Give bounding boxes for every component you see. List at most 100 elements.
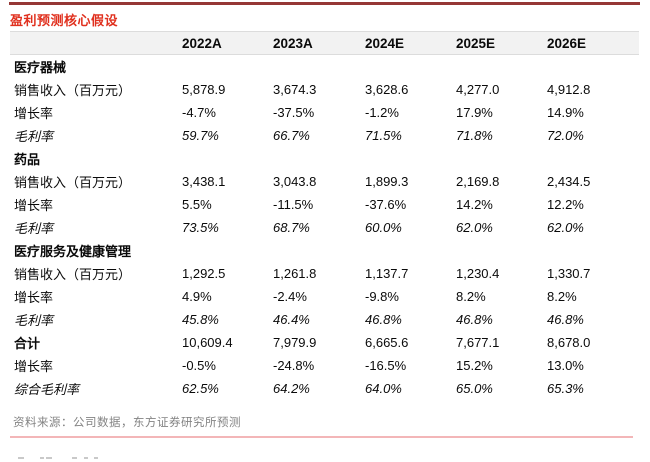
- cell-value: 46.4%: [273, 312, 310, 327]
- cell-value: -4.7%: [182, 105, 216, 120]
- cell-value: -9.8%: [365, 289, 399, 304]
- cutoff-next-line-fragment: [46, 457, 52, 459]
- table-row: 医疗服务及健康管理: [10, 239, 639, 262]
- table-row: 合计 10,609.4 7,979.9 6,665.6 7,677.1 8,678.0: [10, 331, 639, 354]
- cell-value: 4,912.8: [547, 82, 591, 97]
- table-row: 药品: [10, 147, 639, 170]
- table-header-row: 2022A 2023A 2024E 2025E 2026E: [10, 31, 639, 55]
- table-row: 销售收入（百万元） 3,438.1 3,043.8 1,899.3 2,169.8 2,4…: [10, 170, 639, 193]
- table-row: 增长率 -4.7% -37.5% -1.2% 17.9% 14.9%: [10, 101, 639, 124]
- cell-value: 60.0%: [365, 220, 402, 235]
- cell-value: 1,261.8: [273, 266, 317, 281]
- cell-value: -24.8%: [273, 358, 315, 373]
- cell-value: 73.5%: [182, 220, 219, 235]
- table-row: 综合毛利率 62.5% 64.2% 64.0% 65.0% 65.3%: [10, 377, 639, 400]
- cell-value: 68.7%: [273, 220, 310, 235]
- cell-value: 3,674.3: [273, 82, 317, 97]
- cell-value: 62.5%: [182, 381, 219, 396]
- column-header: 2022A: [182, 35, 222, 51]
- cutoff-next-line-fragment: [84, 457, 88, 459]
- cell-value: 64.2%: [273, 381, 310, 396]
- cell-value: -16.5%: [365, 358, 407, 373]
- bottom-divider-rule: [10, 436, 633, 438]
- row-label: 毛利率: [14, 313, 54, 328]
- row-label: 药品: [14, 152, 41, 167]
- cell-value: 72.0%: [547, 128, 584, 143]
- cell-value: 1,292.5: [182, 266, 226, 281]
- cell-value: -2.4%: [273, 289, 307, 304]
- cutoff-next-line-fragment: [72, 457, 77, 459]
- cell-value: 8.2%: [456, 289, 486, 304]
- source-note: 资料来源：公司数据，东方证券研究所预测: [13, 417, 241, 429]
- table-row: 毛利率 45.8% 46.4% 46.8% 46.8% 46.8%: [10, 308, 639, 331]
- cell-value: 7,979.9: [273, 335, 317, 350]
- cell-value: 66.7%: [273, 128, 310, 143]
- column-header: 2023A: [273, 35, 313, 51]
- table-row: 毛利率 59.7% 66.7% 71.5% 71.8% 72.0%: [10, 124, 639, 147]
- column-header: 2024E: [365, 35, 405, 51]
- cell-value: -11.5%: [273, 197, 314, 212]
- cutoff-next-line-fragment: [94, 457, 98, 459]
- cell-value: 12.2%: [547, 197, 584, 212]
- row-label: 医疗器械: [14, 60, 67, 75]
- table-row: 毛利率 73.5% 68.7% 60.0% 62.0% 62.0%: [10, 216, 639, 239]
- forecast-assumptions-table: 2022A 2023A 2024E 2025E 2026E 医疗器械销售收入（百万元） 5,…: [10, 31, 639, 400]
- table-row: 增长率 4.9% -2.4% -9.8% 8.2% 8.2%: [10, 285, 639, 308]
- cell-value: 71.8%: [456, 128, 493, 143]
- cell-value: 4.9%: [182, 289, 212, 304]
- cell-value: 62.0%: [456, 220, 493, 235]
- row-label: 增长率: [14, 290, 54, 305]
- cell-value: 1,230.4: [456, 266, 500, 281]
- cell-value: 5,878.9: [182, 82, 226, 97]
- table-row: 销售收入（百万元） 1,292.5 1,261.8 1,137.7 1,230.4 1,3…: [10, 262, 639, 285]
- cell-value: 13.0%: [547, 358, 584, 373]
- cell-value: 65.3%: [547, 381, 584, 396]
- cell-value: 5.5%: [182, 197, 212, 212]
- cell-value: 14.2%: [456, 197, 493, 212]
- cell-value: 2,169.8: [456, 174, 500, 189]
- cell-value: 46.8%: [547, 312, 584, 327]
- top-divider-rule: [9, 2, 640, 5]
- cell-value: 59.7%: [182, 128, 219, 143]
- cell-value: 3,438.1: [182, 174, 226, 189]
- cell-value: -37.5%: [273, 105, 315, 120]
- cell-value: 8,678.0: [547, 335, 591, 350]
- cell-value: 17.9%: [456, 105, 493, 120]
- column-header: 2026E: [547, 35, 587, 51]
- column-header: 2025E: [456, 35, 496, 51]
- cell-value: 64.0%: [365, 381, 402, 396]
- cell-value: 4,277.0: [456, 82, 500, 97]
- row-label: 销售收入（百万元）: [14, 175, 132, 190]
- cell-value: -0.5%: [182, 358, 216, 373]
- cell-value: 71.5%: [365, 128, 402, 143]
- cell-value: 6,665.6: [365, 335, 409, 350]
- row-label: 销售收入（百万元）: [14, 267, 132, 282]
- cutoff-next-line-fragment: [18, 457, 24, 459]
- row-label: 增长率: [14, 106, 54, 121]
- cell-value: 45.8%: [182, 312, 219, 327]
- row-label: 毛利率: [14, 221, 54, 236]
- row-label: 综合毛利率: [14, 382, 80, 397]
- cell-value: 65.0%: [456, 381, 493, 396]
- cell-value: 3,628.6: [365, 82, 409, 97]
- cell-value: 2,434.5: [547, 174, 591, 189]
- cell-value: 14.9%: [547, 105, 584, 120]
- row-label: 医疗服务及健康管理: [14, 244, 132, 259]
- row-label: 毛利率: [14, 129, 54, 144]
- cutoff-next-line-fragment: [40, 457, 44, 459]
- cell-value: 62.0%: [547, 220, 584, 235]
- cell-value: 46.8%: [365, 312, 402, 327]
- cell-value: 8.2%: [547, 289, 577, 304]
- cell-value: 10,609.4: [182, 335, 233, 350]
- row-label: 销售收入（百万元）: [14, 83, 132, 98]
- row-label: 增长率: [14, 198, 54, 213]
- cell-value: -1.2%: [365, 105, 399, 120]
- cell-value: -37.6%: [365, 197, 407, 212]
- table-row: 医疗器械: [10, 55, 639, 78]
- cell-value: 1,330.7: [547, 266, 591, 281]
- table-row: 销售收入（百万元） 5,878.9 3,674.3 3,628.6 4,277.0 4,9…: [10, 78, 639, 101]
- cell-value: 1,899.3: [365, 174, 409, 189]
- table-row: 增长率 -0.5% -24.8% -16.5% 15.2% 13.0%: [10, 354, 639, 377]
- cell-value: 46.8%: [456, 312, 493, 327]
- cell-value: 1,137.7: [365, 266, 409, 281]
